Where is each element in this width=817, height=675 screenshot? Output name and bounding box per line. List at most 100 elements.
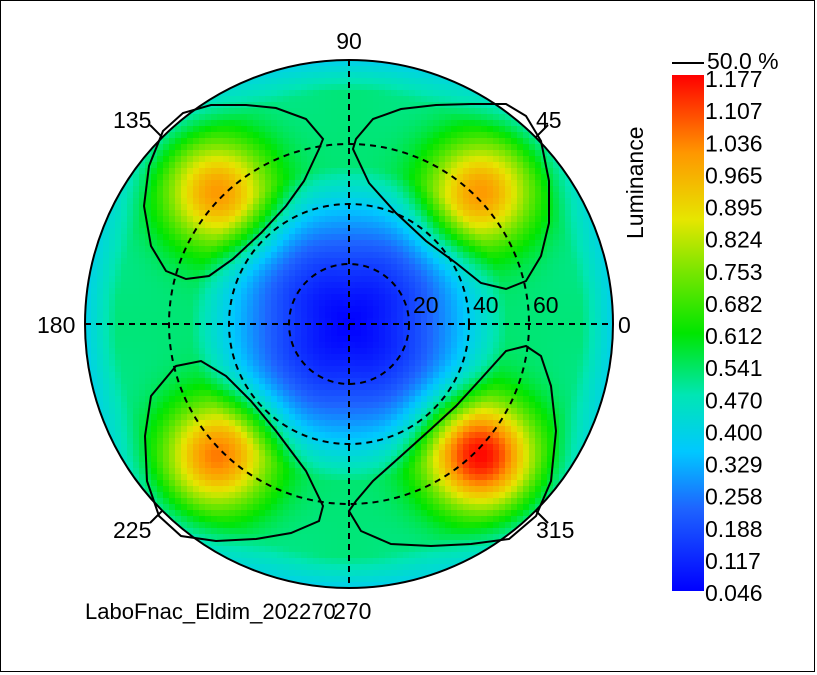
heatmap-cell [451,132,458,139]
heatmap-cell [373,72,380,79]
heatmap-cell [313,324,320,331]
heatmap-cell [607,342,613,349]
heatmap-cell [259,264,266,271]
heatmap-cell [181,384,188,391]
heatmap-cell [343,330,350,337]
heatmap-cell [547,282,554,289]
heatmap-cell [217,384,224,391]
heatmap-cell [403,276,410,283]
heatmap-cell [373,258,380,265]
heatmap-cell [379,300,386,307]
heatmap-cell [331,264,338,271]
heatmap-cell [481,420,488,427]
heatmap-cell [151,444,158,451]
heatmap-cell [313,222,320,229]
heatmap-cell [187,354,194,361]
heatmap-cell [427,294,434,301]
heatmap-cell [169,324,176,331]
heatmap-cell [547,186,554,193]
heatmap-cell [247,390,254,397]
heatmap-cell [193,258,200,265]
heatmap-cell [493,342,500,349]
heatmap-cell [295,384,302,391]
heatmap-cell [361,336,368,343]
heatmap-cell [337,192,344,199]
heatmap-cell [451,180,458,187]
heatmap-cell [307,264,314,271]
heatmap-cell [397,444,404,451]
heatmap-cell [115,324,122,331]
heatmap-cell [157,432,164,439]
heatmap-cell [361,246,368,253]
heatmap-cell [127,426,134,433]
heatmap-cell [289,204,296,211]
heatmap-cell [259,84,266,91]
heatmap-cell [145,156,152,163]
heatmap-cell [133,240,140,247]
heatmap-cell [139,312,146,319]
heatmap-cell [295,366,302,373]
heatmap-cell [181,330,188,337]
heatmap-cell [283,234,290,241]
heatmap-cell [103,324,110,331]
heatmap-cell [571,408,578,415]
heatmap-cell [217,408,224,415]
heatmap-cell [493,126,500,133]
heatmap-cell [103,378,110,385]
heatmap-cell [499,150,506,157]
heatmap-cell [511,372,518,379]
heatmap-cell [199,324,206,331]
heatmap-cell [541,384,548,391]
heatmap-cell [283,192,290,199]
heatmap-cell [397,210,404,217]
heatmap-cell [469,228,476,235]
heatmap-cell [127,222,134,229]
heatmap-cell [451,288,458,295]
heatmap-cell [361,372,368,379]
heatmap-cell [133,192,140,199]
heatmap-cell [169,384,176,391]
heatmap-cell [301,402,308,409]
heatmap-cell [199,174,206,181]
heatmap-cell [259,396,266,403]
heatmap-cell [565,228,572,235]
heatmap-cell [385,228,392,235]
heatmap-cell [109,306,116,313]
heatmap-cell [445,324,452,331]
heatmap-cell [499,126,506,133]
heatmap-cell [469,186,476,193]
heatmap-cell [481,408,488,415]
heatmap-cell [535,198,542,205]
heatmap-cell [85,348,92,355]
heatmap-cell [223,276,230,283]
heatmap-cell [283,378,290,385]
heatmap-cell [175,270,182,277]
heatmap-cell [145,360,152,367]
heatmap-cell [547,318,554,325]
heatmap-cell [337,390,344,397]
heatmap-cell [115,354,122,361]
heatmap-cell [469,372,476,379]
heatmap-cell [421,228,428,235]
heatmap-cell [259,408,266,415]
heatmap-cell [559,180,566,187]
heatmap-cell [577,390,584,397]
heatmap-cell [151,294,158,301]
heatmap-cell [139,306,146,313]
heatmap-cell [433,348,440,355]
heatmap-cell [337,408,344,415]
heatmap-cell [127,390,134,397]
heatmap-cell [409,264,416,271]
heatmap-cell [217,120,224,127]
heatmap-cell [313,120,320,127]
heatmap-cell [367,216,374,223]
heatmap-cell [253,360,260,367]
heatmap-cell [505,432,512,439]
heatmap-cell [109,360,116,367]
heatmap-cell [151,270,158,277]
heatmap-cell [133,336,140,343]
heatmap-cell [523,390,530,397]
heatmap-cell [541,402,548,409]
heatmap-cell [313,294,320,301]
heatmap-cell [451,402,458,409]
